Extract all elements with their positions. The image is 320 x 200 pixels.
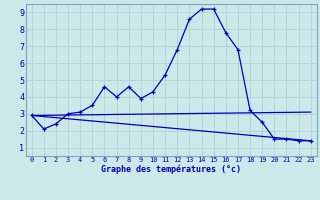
X-axis label: Graphe des températures (°c): Graphe des températures (°c) bbox=[101, 165, 241, 174]
